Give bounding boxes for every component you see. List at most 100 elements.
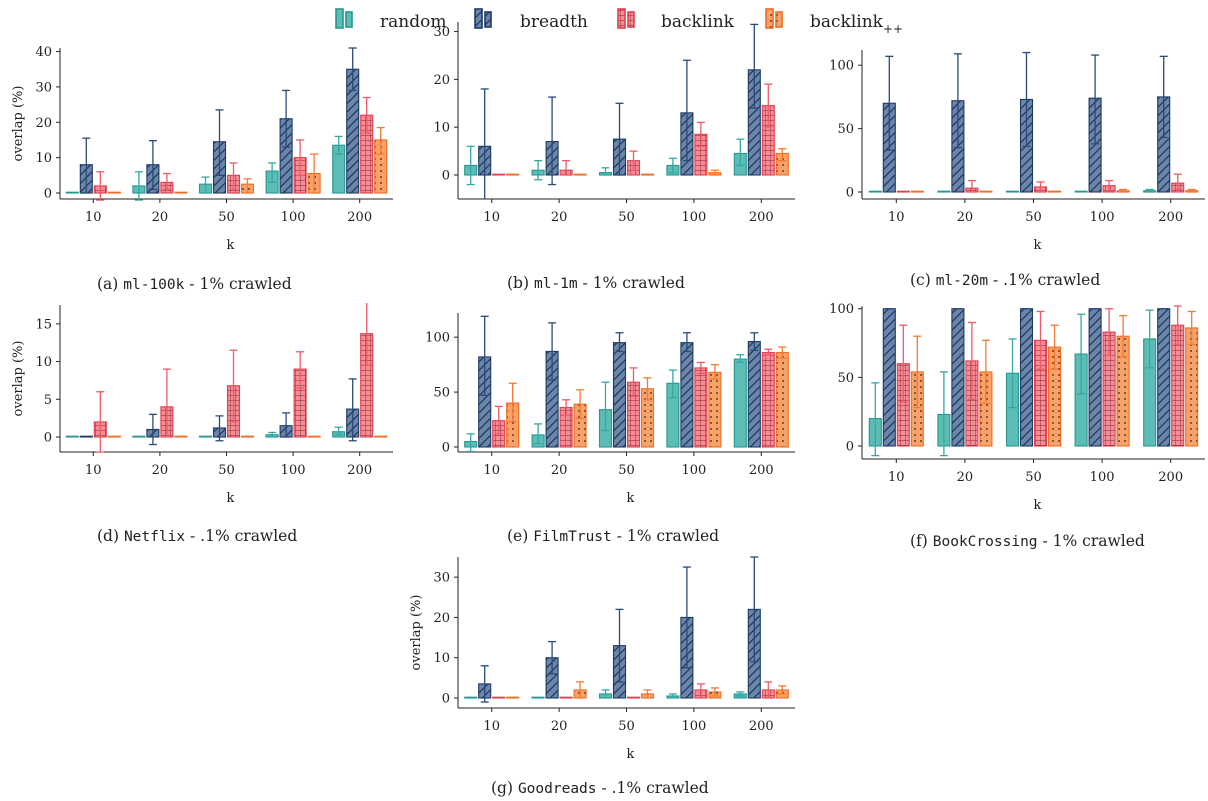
x-tick-label: 200 [749, 719, 774, 734]
error-bar [981, 339, 990, 405]
error-bar [710, 687, 719, 697]
bar-backlinkpppp-20 [979, 190, 993, 193]
y-tick-label: 30 [433, 571, 450, 586]
y-tick-label: 30 [35, 80, 52, 95]
error-bar [562, 399, 571, 416]
y-tick-label: 0 [846, 440, 854, 455]
error-bar [310, 153, 319, 194]
y-tick-label: 50 [837, 122, 854, 137]
x-tick-label: 100 [681, 719, 706, 734]
error-bar [778, 685, 787, 695]
panel-caption: (f) BookCrossing - 1% crawled [910, 532, 1145, 550]
error-bar [534, 423, 543, 445]
bar-backlinkpppp-50 [1047, 190, 1062, 193]
error-bar [576, 681, 585, 699]
y-tick-label: 30 [433, 25, 450, 40]
error-bar [268, 431, 277, 438]
bar-backlinkpppp-50 [240, 435, 255, 438]
y-tick-label: 40 [35, 45, 52, 60]
error-bar [1008, 338, 1017, 409]
legend-name: backlink [661, 12, 735, 32]
x-tick-label: 20 [957, 210, 974, 225]
y-tick-label: 0 [44, 431, 52, 446]
error-bar [1173, 305, 1182, 346]
error-bar [1145, 309, 1154, 369]
axes: 0 50 100 10 20 50 100 200 [425, 313, 795, 478]
bar-backlinkpppp-200 [374, 435, 388, 438]
error-bar [750, 332, 759, 351]
error-bar [601, 689, 610, 699]
legend-swatch-0 [335, 8, 353, 29]
bar-breadth-50 [1019, 308, 1034, 447]
y-tick-label: 10 [35, 151, 52, 166]
x-axis-label: k [627, 491, 635, 506]
y-tick-label: 100 [829, 302, 854, 317]
error-bar [736, 691, 745, 697]
x-axis-label: k [1034, 238, 1042, 253]
error-bar [82, 137, 91, 194]
x-tick-label: 50 [618, 210, 635, 225]
legend-swatch-2 [617, 8, 635, 29]
error-bar [913, 335, 922, 409]
bar-breadth-100 [680, 342, 694, 448]
error-bar [629, 150, 638, 171]
bar-random-50 [1005, 190, 1020, 193]
y-tick-label: 10 [35, 355, 52, 370]
caption-prefix: (e) [507, 527, 533, 545]
error-bar [885, 55, 894, 151]
legend-label-1: breadth [520, 12, 588, 32]
bar-breadth-50 [612, 342, 627, 448]
chart-panel-b: 0 10 20 30 10 20 50 100 200 (b) ml-1m - 1% crawle… [433, 22, 795, 292]
error-bar [710, 363, 719, 380]
error-bar [148, 140, 157, 191]
bar-backlink-10 [896, 190, 910, 193]
error-bar [615, 608, 624, 683]
panel-caption: (e) FilmTrust - 1% crawled [507, 527, 719, 545]
x-tick-label: 100 [281, 210, 306, 225]
x-tick-label: 20 [551, 719, 568, 734]
x-tick-label: 10 [483, 719, 500, 734]
caption-prefix: (g) [491, 779, 518, 797]
bar-random-50 [198, 435, 213, 438]
error-bar [1119, 188, 1128, 193]
bar-backlinkpppp-200 [1185, 327, 1199, 447]
error-bar [750, 556, 759, 663]
y-tick-label: 15 [35, 317, 52, 332]
bar-backlink-200 [761, 351, 775, 448]
bar-random-20 [132, 435, 146, 438]
error-bar [268, 162, 277, 184]
error-bar [201, 176, 210, 194]
error-bar [778, 148, 787, 162]
error-bar [682, 566, 691, 669]
error-bar [1187, 310, 1196, 346]
bar-random-10 [65, 191, 79, 194]
panel-caption: (d) Netflix - .1% crawled [97, 527, 297, 545]
x-tick-label: 20 [152, 210, 169, 225]
y-axis-label: overlap (%) [11, 86, 26, 162]
error-bar [710, 169, 719, 176]
x-tick-label: 50 [1025, 470, 1042, 485]
caption-suffix: - 1% crawled [612, 527, 719, 545]
error-bar [466, 145, 475, 186]
panel-caption: (g) Goodreads - .1% crawled [491, 779, 709, 797]
caption-dataset: ml-1m [534, 276, 578, 292]
error-bar [643, 689, 652, 699]
x-tick-label: 200 [749, 463, 774, 478]
bar-breadth-10 [882, 308, 896, 447]
chart-panel-g: 0 10 20 30 10 20 50 100 200 k overlap (%) (g) Goodr… [409, 556, 795, 797]
error-bar [548, 96, 557, 186]
chart-panel-f: 0 50 100 10 20 50 100 200 k (f) BookCrossing - 1%… [829, 302, 1205, 550]
error-bar [615, 102, 624, 176]
axes: 0 10 20 30 10 20 50 100 200 [433, 22, 795, 225]
bar-backlinkpppp-10 [107, 435, 121, 438]
caption-suffix: - 1% crawled [1038, 532, 1145, 550]
axes: 0 50 100 10 20 50 100 200 [829, 50, 1205, 225]
x-tick-label: 50 [218, 210, 235, 225]
bar-backlink-10 [492, 696, 506, 699]
bar-breadth-10 [79, 435, 93, 438]
x-tick-label: 50 [218, 463, 235, 478]
error-bar [1159, 55, 1168, 139]
legend-label-2: backlink [661, 12, 735, 32]
chart-panel-d: 0 5 10 15 10 20 50 100 200 k overlap (%) (d) Netfli… [11, 303, 393, 545]
error-bar [134, 171, 143, 201]
